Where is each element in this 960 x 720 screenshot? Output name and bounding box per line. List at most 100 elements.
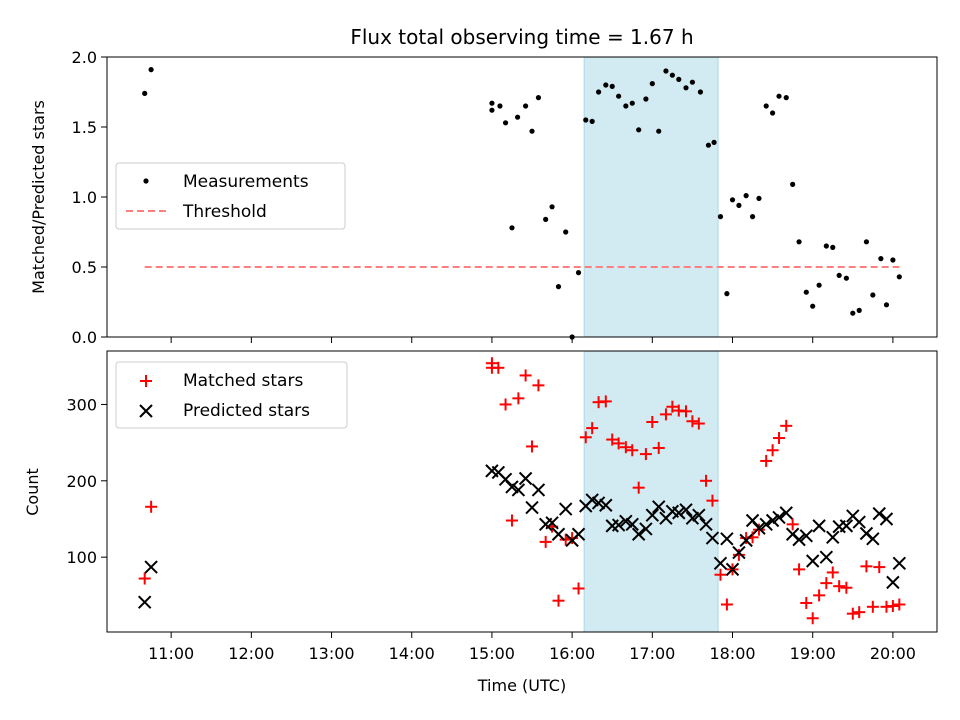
matched-stars-point	[606, 433, 619, 446]
measurement-point	[583, 117, 589, 123]
measurement-point	[683, 85, 689, 91]
measurement-point	[514, 114, 521, 120]
predicted-stars-point	[826, 530, 840, 545]
measurement-point	[575, 270, 582, 276]
measurement-point	[543, 216, 549, 222]
measurement-point	[529, 128, 535, 134]
measurement-point	[870, 292, 876, 298]
predicted-stars-point	[599, 498, 613, 512]
predicted-stars-point	[772, 510, 786, 525]
predicted-stars-point	[511, 483, 526, 497]
measurement-point	[796, 239, 802, 245]
measurement-point	[549, 204, 555, 210]
predicted-stars-point	[720, 532, 734, 546]
predicted-stars-point	[765, 513, 780, 528]
measurement-point	[850, 310, 856, 316]
matched-stars-point	[586, 422, 599, 435]
count-axes-frame	[106, 350, 938, 633]
count-marks	[137, 357, 907, 625]
predicted-stars-point	[652, 500, 666, 514]
predicted-stars-point	[518, 471, 533, 486]
measurement-point	[856, 307, 862, 313]
measurement-point	[636, 127, 642, 133]
legend-predicted-marker	[139, 404, 153, 418]
predicted-stars-point	[591, 496, 606, 510]
matched-stars-point	[639, 448, 652, 461]
matched-stars-point	[714, 568, 727, 581]
measurement-point	[656, 128, 662, 134]
matched-stars-point	[619, 441, 632, 454]
measurement-point	[756, 195, 762, 201]
matched-stars-point	[559, 533, 572, 546]
x-tick-label: 17:00	[629, 644, 675, 663]
matched-stars-point	[860, 560, 873, 573]
measurement-point	[743, 193, 749, 199]
matched-stars-point	[813, 589, 826, 602]
predicted-stars-point	[819, 550, 834, 564]
predicted-stars-point	[525, 500, 539, 515]
matched-stars-point	[866, 600, 879, 613]
x-tick-label: 19:00	[790, 644, 836, 663]
measurement-point	[776, 93, 782, 99]
matched-stars-point	[893, 598, 906, 611]
matched-stars-point	[539, 535, 552, 548]
measurement-point	[863, 239, 870, 245]
matched-stars-point	[686, 415, 699, 428]
predicted-stars-point	[886, 575, 900, 590]
x-tick-label: 11:00	[148, 644, 194, 663]
ratio-y-tick-label: 1.0	[72, 188, 97, 207]
predicted-stars-point	[585, 493, 599, 507]
matched-stars-point	[652, 441, 665, 454]
measurement-point	[736, 202, 742, 208]
predicted-stars-point	[752, 521, 766, 535]
predicted-stars-point	[879, 512, 894, 526]
predicted-stars-point	[619, 514, 633, 528]
matched-stars-point	[532, 379, 545, 392]
measurement-point	[705, 142, 712, 148]
predicted-stars-point	[799, 529, 813, 543]
predicted-stars-point	[645, 508, 660, 522]
count-legend: Matched stars Predicted stars	[115, 361, 348, 429]
predicted-stars-point	[505, 480, 519, 494]
matched-stars-point	[732, 548, 745, 561]
predicted-stars-point	[639, 522, 653, 536]
matched-stars-point	[800, 596, 813, 609]
predicted-stars-point	[699, 517, 713, 532]
matched-stars-point	[138, 572, 151, 585]
measurement-point	[717, 214, 724, 220]
measurement-point	[589, 118, 595, 124]
matched-stars-point	[572, 582, 585, 595]
predicted-stars-point	[852, 515, 866, 529]
matched-stars-point	[512, 392, 525, 405]
ratio-legend: Measurements Threshold	[115, 162, 346, 230]
matched-stars-point	[499, 398, 512, 411]
predicted-stars-point	[679, 503, 693, 517]
x-axis-label: Time (UTC)	[477, 676, 566, 695]
measurement-point	[676, 76, 682, 82]
ratio-y-tick-label: 1.5	[72, 118, 97, 137]
measurement-point	[790, 181, 796, 187]
measurement-point	[623, 103, 629, 109]
ratio-axes-frame	[106, 56, 938, 338]
matched-stars-point	[766, 444, 779, 457]
count-y-tick-label: 100	[66, 548, 97, 567]
predicted-stars-point	[545, 516, 559, 530]
count-y-tick-label: 300	[66, 395, 97, 414]
matched-stars-point	[679, 405, 692, 418]
count-y-label: Count	[23, 468, 42, 516]
predicted-stars-point	[137, 595, 152, 609]
ratio-y-tick-label: 0.0	[72, 328, 97, 347]
matched-stars-point	[145, 500, 158, 513]
count-legend-box	[115, 361, 348, 429]
predicted-stars-point	[892, 556, 907, 570]
matched-stars-point	[632, 481, 645, 494]
predicted-stars-point	[759, 517, 773, 532]
matched-stars-point	[806, 612, 819, 625]
predicted-stars-point	[779, 506, 793, 520]
predicted-stars-point	[672, 506, 686, 520]
x-tick-label: 18:00	[709, 644, 755, 663]
measurement-point	[555, 284, 562, 290]
predicted-stars-point	[725, 562, 740, 577]
measurement-point	[890, 257, 896, 263]
